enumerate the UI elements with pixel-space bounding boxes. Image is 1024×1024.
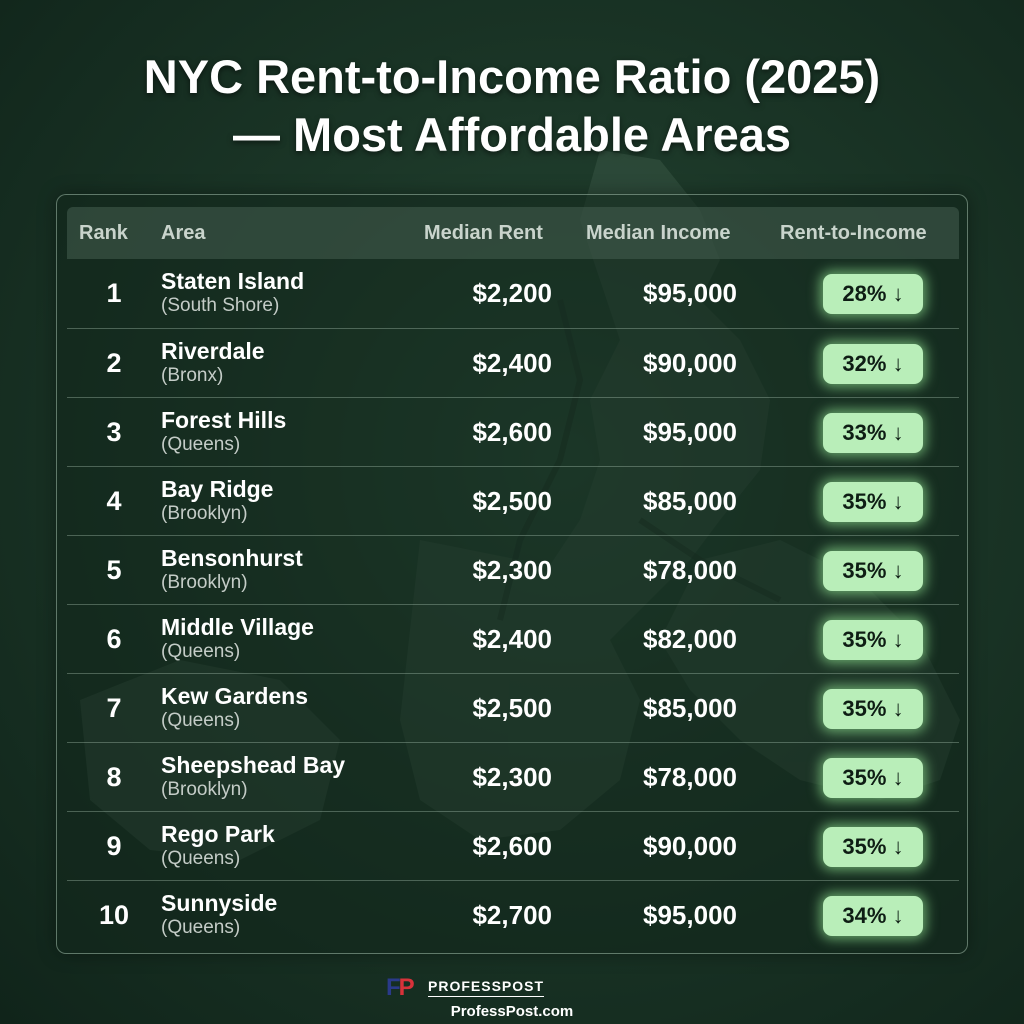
- area-borough: (Queens): [161, 710, 241, 731]
- median-rent-cell: $2,600: [472, 831, 552, 861]
- rank-cell: 6: [106, 624, 122, 654]
- area-name: Riverdale: [161, 338, 265, 364]
- median-rent-cell: $2,200: [472, 278, 552, 308]
- rank-cell: 7: [106, 693, 122, 723]
- logo-letter-p: P: [398, 974, 415, 1001]
- area-borough: (Queens): [161, 917, 241, 938]
- header-median-rent: Median Rent: [424, 222, 543, 244]
- header-rank: Rank: [79, 222, 128, 244]
- area-cell: Sheepshead Bay (Brooklyn): [161, 752, 421, 802]
- median-rent-cell: $2,400: [472, 624, 552, 654]
- rank-cell: 10: [98, 900, 130, 930]
- header-rent-to-income: Rent-to-Income: [780, 222, 927, 244]
- area-borough: (Brooklyn): [161, 503, 248, 524]
- rank-cell: 2: [106, 348, 122, 378]
- rent-to-income-badge: 35% ↓: [823, 620, 923, 660]
- area-name: Forest Hills: [161, 407, 287, 433]
- brand-url: ProfessPost.com: [450, 1003, 574, 1020]
- median-income-cell: $82,000: [643, 624, 737, 654]
- area-cell: Bay Ridge (Brooklyn): [161, 476, 421, 526]
- brand-footer: FP PROFESSPOST ProfessPost.com: [0, 972, 1024, 1024]
- title-line-1: NYC Rent-to-Income Ratio (2025): [143, 50, 881, 103]
- median-rent-cell: $2,500: [472, 486, 552, 516]
- median-rent-cell: $2,500: [472, 693, 552, 723]
- rank-cell: 3: [106, 417, 122, 447]
- rank-cell: 9: [106, 831, 122, 861]
- area-borough: (South Shore): [161, 295, 280, 316]
- rank-cell: 5: [106, 555, 122, 585]
- table-row: 1 Staten Island (South Shore) $2,200 $95,000…: [67, 259, 959, 328]
- area-name: Staten Island: [161, 268, 305, 294]
- rank-cell: 4: [106, 486, 122, 516]
- median-rent-cell: $2,300: [472, 555, 552, 585]
- area-name: Middle Village: [161, 614, 314, 640]
- median-income-cell: $90,000: [643, 348, 737, 378]
- rent-to-income-badge: 35% ↓: [823, 758, 923, 798]
- rank-cell: 8: [106, 762, 122, 792]
- table-row: 10 Sunnyside (Queens) $2,700 $95,000 34% ↓: [67, 880, 959, 949]
- table-row: 3 Forest Hills (Queens) $2,600 $95,000 33% ↓: [67, 397, 959, 466]
- area-cell: Middle Village (Queens): [161, 614, 421, 664]
- rent-to-income-badge: 35% ↓: [823, 551, 923, 591]
- area-name: Sunnyside: [161, 890, 278, 916]
- area-cell: Kew Gardens (Queens): [161, 683, 421, 733]
- brand-name: PROFESSPOST: [428, 978, 545, 997]
- table-row: 2 Riverdale (Bronx) $2,400 $90,000 32% ↓: [67, 328, 959, 397]
- median-rent-cell: $2,700: [472, 900, 552, 930]
- brand-logo-mark: FP: [386, 976, 422, 1000]
- median-income-cell: $78,000: [643, 762, 737, 792]
- affordability-table: Rank Area Median Rent Median Income Rent…: [56, 194, 968, 954]
- area-borough: (Brooklyn): [161, 779, 248, 800]
- area-borough: (Queens): [161, 434, 241, 455]
- median-income-cell: $85,000: [643, 486, 737, 516]
- median-rent-cell: $2,600: [472, 417, 552, 447]
- area-name: Sheepshead Bay: [161, 752, 346, 778]
- rent-to-income-badge: 28% ↓: [823, 274, 923, 314]
- rent-to-income-badge: 32% ↓: [823, 344, 923, 384]
- area-borough: (Queens): [161, 848, 241, 869]
- area-borough: (Queens): [161, 641, 241, 662]
- table-row: 8 Sheepshead Bay (Brooklyn) $2,300 $78,000 35…: [67, 742, 959, 811]
- median-income-cell: $85,000: [643, 693, 737, 723]
- page-title: NYC Rent-to-Income Ratio (2025) — Most A…: [0, 48, 1024, 164]
- table-row: 5 Bensonhurst (Brooklyn) $2,300 $78,000 35% ↓: [67, 535, 959, 604]
- area-name: Rego Park: [161, 821, 275, 847]
- table-row: 9 Rego Park (Queens) $2,600 $90,000 35% ↓: [67, 811, 959, 880]
- area-cell: Bensonhurst (Brooklyn): [161, 545, 421, 595]
- rent-to-income-badge: 33% ↓: [823, 413, 923, 453]
- header-area: Area: [161, 222, 206, 244]
- title-line-2: — Most Affordable Areas: [233, 108, 791, 161]
- area-name: Kew Gardens: [161, 683, 308, 709]
- median-income-cell: $95,000: [643, 417, 737, 447]
- rent-to-income-badge: 35% ↓: [823, 827, 923, 867]
- area-name: Bensonhurst: [161, 545, 303, 571]
- table-header-row: Rank Area Median Rent Median Income Rent…: [67, 207, 959, 259]
- rent-to-income-badge: 35% ↓: [823, 482, 923, 522]
- median-income-cell: $95,000: [643, 900, 737, 930]
- table-row: 4 Bay Ridge (Brooklyn) $2,500 $85,000 35% ↓: [67, 466, 959, 535]
- median-income-cell: $78,000: [643, 555, 737, 585]
- median-rent-cell: $2,300: [472, 762, 552, 792]
- area-cell: Rego Park (Queens): [161, 821, 421, 871]
- logo-letter-f: F: [386, 974, 401, 1001]
- median-income-cell: $95,000: [643, 278, 737, 308]
- rent-to-income-badge: 35% ↓: [823, 689, 923, 729]
- area-borough: (Bronx): [161, 365, 224, 386]
- median-income-cell: $90,000: [643, 831, 737, 861]
- area-name: Bay Ridge: [161, 476, 274, 502]
- table-row: 7 Kew Gardens (Queens) $2,500 $85,000 35% ↓: [67, 673, 959, 742]
- area-cell: Sunnyside (Queens): [161, 890, 421, 940]
- area-borough: (Brooklyn): [161, 572, 248, 593]
- area-cell: Forest Hills (Queens): [161, 407, 421, 457]
- table-row: 6 Middle Village (Queens) $2,400 $82,000 35% …: [67, 604, 959, 673]
- area-cell: Riverdale (Bronx): [161, 338, 421, 388]
- median-rent-cell: $2,400: [472, 348, 552, 378]
- rent-to-income-badge: 34% ↓: [823, 896, 923, 936]
- rank-cell: 1: [106, 278, 122, 308]
- header-median-income: Median Income: [586, 222, 731, 244]
- area-cell: Staten Island (South Shore): [161, 268, 421, 318]
